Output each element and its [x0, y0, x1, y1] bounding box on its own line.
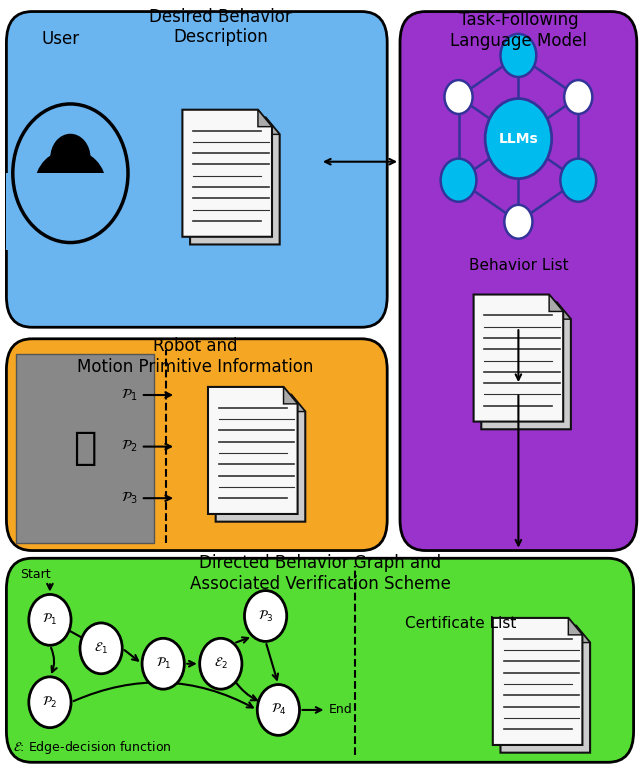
- Ellipse shape: [35, 149, 106, 222]
- Circle shape: [444, 80, 472, 114]
- FancyBboxPatch shape: [6, 558, 634, 762]
- Circle shape: [142, 638, 184, 689]
- Text: $\mathcal{P}_4$: $\mathcal{P}_4$: [271, 702, 286, 718]
- Text: $\mathcal{P}_3$: $\mathcal{P}_3$: [121, 490, 138, 506]
- Circle shape: [200, 638, 242, 689]
- Text: 🤖: 🤖: [73, 429, 96, 467]
- Polygon shape: [216, 395, 305, 522]
- Circle shape: [561, 159, 596, 202]
- Circle shape: [564, 80, 593, 114]
- FancyBboxPatch shape: [6, 12, 387, 327]
- Circle shape: [244, 591, 287, 641]
- Polygon shape: [500, 626, 590, 753]
- Circle shape: [29, 677, 71, 728]
- Text: Directed Behavior Graph and
Associated Verification Scheme: Directed Behavior Graph and Associated V…: [189, 554, 451, 593]
- Polygon shape: [208, 387, 298, 514]
- Polygon shape: [190, 118, 280, 245]
- Text: $\mathcal{P}_3$: $\mathcal{P}_3$: [258, 608, 273, 624]
- Text: Task-Following
Language Model: Task-Following Language Model: [450, 12, 587, 50]
- Circle shape: [500, 34, 536, 77]
- Text: $\mathcal{P}_1$: $\mathcal{P}_1$: [121, 387, 138, 403]
- Polygon shape: [182, 110, 272, 237]
- Text: Behavior List: Behavior List: [468, 258, 568, 273]
- Polygon shape: [481, 303, 571, 430]
- Polygon shape: [258, 110, 272, 127]
- Circle shape: [504, 205, 532, 239]
- Text: Robot and
Motion Primitive Information: Robot and Motion Primitive Information: [77, 337, 314, 376]
- Text: LLMs: LLMs: [499, 132, 538, 146]
- Circle shape: [440, 159, 476, 202]
- Text: End: End: [328, 704, 352, 716]
- Circle shape: [485, 99, 552, 179]
- Polygon shape: [576, 626, 590, 642]
- Circle shape: [29, 594, 71, 645]
- Polygon shape: [266, 118, 280, 135]
- Circle shape: [80, 623, 122, 674]
- Text: $\mathcal{E}$: Edge-decision function: $\mathcal{E}$: Edge-decision function: [13, 739, 172, 756]
- Text: $\mathcal{E}_1$: $\mathcal{E}_1$: [94, 641, 108, 656]
- Circle shape: [257, 685, 300, 735]
- Text: $\mathcal{E}_2$: $\mathcal{E}_2$: [214, 656, 228, 671]
- FancyBboxPatch shape: [16, 354, 154, 543]
- Text: $\mathcal{P}_2$: $\mathcal{P}_2$: [121, 439, 138, 454]
- Polygon shape: [557, 303, 571, 320]
- Text: $\mathcal{P}_1$: $\mathcal{P}_1$: [42, 612, 58, 628]
- Polygon shape: [493, 618, 582, 745]
- Text: Start: Start: [20, 568, 51, 581]
- Polygon shape: [284, 387, 298, 404]
- Polygon shape: [549, 295, 563, 312]
- Text: $\mathcal{P}_2$: $\mathcal{P}_2$: [42, 695, 58, 710]
- Text: $\mathcal{P}_1$: $\mathcal{P}_1$: [156, 656, 171, 671]
- Polygon shape: [6, 173, 134, 250]
- Polygon shape: [474, 295, 563, 422]
- Circle shape: [51, 134, 91, 182]
- FancyBboxPatch shape: [400, 12, 637, 551]
- Text: Certificate List: Certificate List: [405, 616, 516, 631]
- Polygon shape: [568, 618, 582, 634]
- FancyBboxPatch shape: [6, 339, 387, 551]
- Polygon shape: [291, 395, 305, 412]
- Text: User: User: [42, 29, 80, 48]
- Text: Desired Behavior
Description: Desired Behavior Description: [149, 8, 292, 46]
